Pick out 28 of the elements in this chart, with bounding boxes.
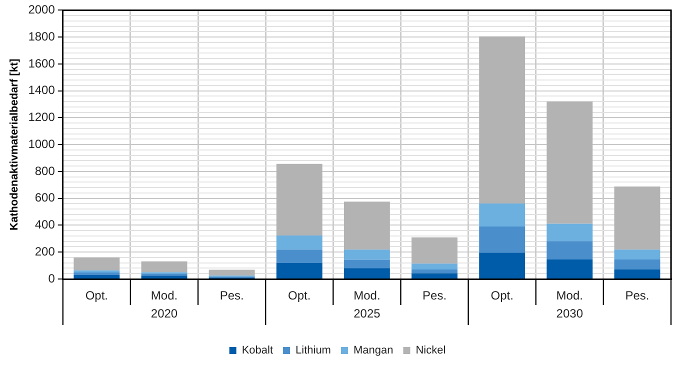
y-tick-label: 2000 (28, 2, 56, 17)
y-tick-label: 1200 (28, 110, 56, 124)
legend-label: Kobalt (242, 344, 274, 357)
x-tick-label: Pes. (625, 288, 650, 303)
y-axis-title: Kathodenaktivmaterialbedarf [kt] (8, 58, 21, 230)
y-tick-label: 1000 (28, 136, 56, 151)
x-tick-label: Opt. (85, 288, 108, 303)
legend-label: Lithium (296, 344, 331, 357)
legend-label: Nickel (416, 344, 446, 357)
legend-label: Mangan (353, 344, 394, 357)
y-tick-label: 400 (34, 218, 56, 232)
y-tick-label: 600 (34, 190, 56, 205)
x-tick-label: Opt. (288, 288, 311, 303)
y-tick-label: 200 (34, 244, 56, 258)
y-tick-label: 800 (34, 164, 56, 178)
x-tick-label: Pes. (220, 288, 244, 303)
text: 2020 (150, 306, 178, 320)
text: 2030 (556, 306, 584, 320)
y-tick-label: 1400 (28, 83, 56, 98)
x-tick-label: Mod. (354, 288, 380, 303)
y-tick-label: 1600 (28, 56, 56, 70)
text: 2025 (354, 306, 381, 320)
x-tick-label: Mod. (150, 288, 178, 303)
y-tick-label: 1800 (28, 29, 56, 44)
x-tick-label: Mod. (556, 288, 583, 303)
x-tick-label: Pes. (422, 288, 447, 303)
x-tick-label: Opt. (490, 288, 514, 303)
y-tick-label: 0 (48, 271, 56, 286)
